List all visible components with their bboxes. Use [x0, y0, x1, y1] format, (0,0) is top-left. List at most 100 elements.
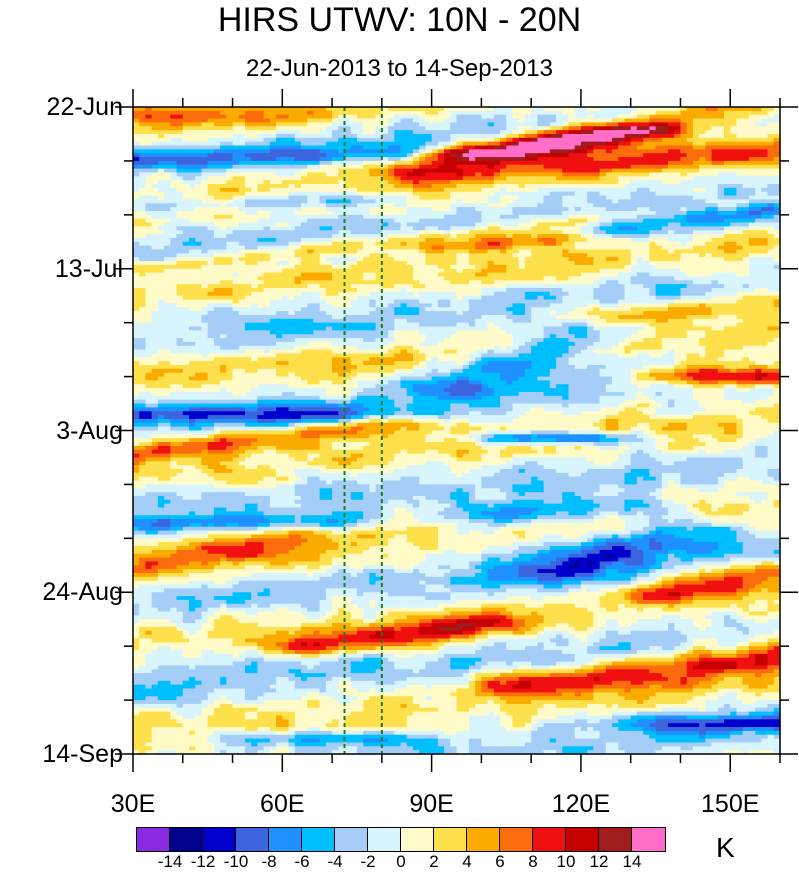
heatmap-cell: [457, 280, 464, 284]
heatmap-cell: [656, 226, 663, 230]
heatmap-cell: [369, 115, 376, 119]
heatmap-cell: [183, 176, 190, 180]
heatmap-cell: [649, 280, 656, 284]
heatmap-cell: [469, 130, 476, 134]
heatmap-cell: [519, 249, 526, 253]
heatmap-cell: [768, 146, 775, 150]
heatmap-cell: [575, 192, 582, 196]
heatmap-cell: [320, 165, 327, 169]
heatmap-cell: [500, 157, 507, 161]
heatmap-cell: [481, 126, 488, 130]
heatmap-cell: [631, 172, 638, 176]
heatmap-cell: [201, 149, 208, 153]
heatmap-cell: [724, 115, 731, 119]
heatmap-cell: [239, 265, 246, 269]
heatmap-cell: [394, 122, 401, 126]
heatmap-cell: [326, 192, 333, 196]
heatmap-cell: [631, 215, 638, 219]
heatmap-cell: [264, 180, 271, 184]
heatmap-cell: [345, 146, 352, 150]
heatmap-cell: [687, 126, 694, 130]
heatmap-cell: [562, 273, 569, 277]
heatmap-cell: [761, 203, 768, 207]
heatmap-cell: [276, 111, 283, 115]
heatmap-cell: [475, 115, 482, 119]
heatmap-cell: [201, 130, 208, 134]
heatmap-cell: [214, 257, 221, 261]
heatmap-cell: [345, 130, 352, 134]
heatmap-cell: [407, 111, 414, 115]
heatmap-cell: [618, 203, 625, 207]
heatmap-cell: [457, 161, 464, 165]
heatmap-cell: [208, 273, 215, 277]
heatmap-cell: [363, 138, 370, 142]
heatmap-cell: [326, 246, 333, 250]
heatmap-cell: [388, 172, 395, 176]
heatmap-cell: [581, 257, 588, 261]
heatmap-cell: [730, 261, 737, 265]
heatmap-cell: [444, 122, 451, 126]
heatmap-cell: [345, 280, 352, 284]
heatmap-cell: [537, 176, 544, 180]
heatmap-cell: [413, 215, 420, 219]
heatmap-cell: [743, 134, 750, 138]
heatmap-cell: [506, 138, 513, 142]
heatmap-cell: [624, 211, 631, 215]
heatmap-cell: [257, 211, 264, 215]
heatmap-cell: [531, 226, 538, 230]
heatmap-cell: [195, 215, 202, 219]
heatmap-cell: [668, 161, 675, 165]
heatmap-cell: [568, 219, 575, 223]
heatmap-cell: [506, 253, 513, 257]
heatmap-cell: [637, 265, 644, 269]
heatmap-cell: [419, 115, 426, 119]
heatmap-cell: [251, 234, 258, 238]
heatmap-cell: [680, 238, 687, 242]
heatmap-cell: [656, 242, 663, 246]
heatmap-cell: [730, 269, 737, 273]
heatmap-cell: [662, 261, 669, 265]
heatmap-cell: [581, 153, 588, 157]
heatmap-cell: [313, 138, 320, 142]
heatmap-cell: [251, 149, 258, 153]
heatmap-cell: [413, 115, 420, 119]
heatmap-cell: [276, 265, 283, 269]
heatmap-cell: [749, 165, 756, 169]
heatmap-cell: [357, 261, 364, 265]
heatmap-cell: [357, 122, 364, 126]
heatmap-cell: [736, 115, 743, 119]
heatmap-cell: [419, 122, 426, 126]
heatmap-cell: [189, 280, 196, 284]
heatmap-cell: [699, 211, 706, 215]
heatmap-cell: [512, 223, 519, 227]
heatmap-cell: [450, 280, 457, 284]
heatmap-cell: [282, 192, 289, 196]
heatmap-cell: [730, 234, 737, 238]
heatmap-cell: [407, 211, 414, 215]
heatmap-cell: [618, 196, 625, 200]
heatmap-cell: [239, 126, 246, 130]
heatmap-cell: [357, 130, 364, 134]
heatmap-cell: [438, 219, 445, 223]
heatmap-cell: [295, 188, 302, 192]
heatmap-cell: [332, 146, 339, 150]
heatmap-cell: [712, 119, 719, 123]
heatmap-cell: [593, 199, 600, 203]
heatmap-cell: [301, 111, 308, 115]
heatmap-cell: [531, 199, 538, 203]
heatmap-cell: [177, 211, 184, 215]
heatmap-cell: [662, 192, 669, 196]
heatmap-cell: [332, 280, 339, 284]
heatmap-cell: [264, 184, 271, 188]
heatmap-cell: [357, 153, 364, 157]
heatmap-cell: [624, 134, 631, 138]
heatmap-cell: [251, 119, 258, 123]
heatmap-cell: [289, 111, 296, 115]
heatmap-cell: [282, 219, 289, 223]
heatmap-cell: [413, 153, 420, 157]
heatmap-cell: [432, 257, 439, 261]
heatmap-cell: [556, 207, 563, 211]
heatmap-cell: [637, 130, 644, 134]
heatmap-cell: [295, 242, 302, 246]
heatmap-cell: [139, 115, 146, 119]
